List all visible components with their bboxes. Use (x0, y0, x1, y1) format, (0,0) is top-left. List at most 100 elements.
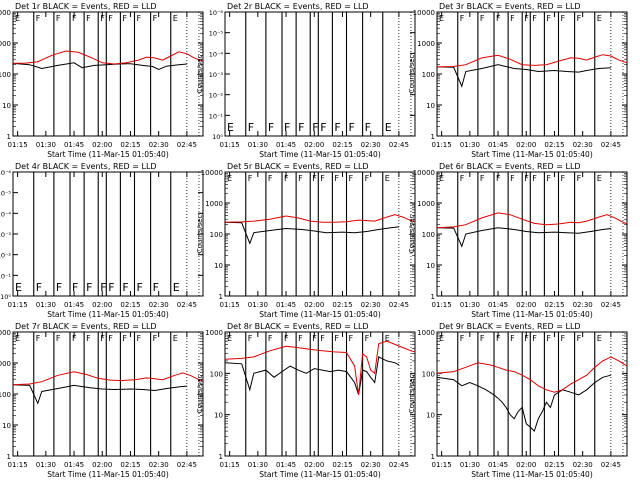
x-tick-label: 02:45 (177, 141, 197, 149)
x-tick-label: 02:15 (332, 141, 352, 149)
event-marker-label: F (284, 174, 289, 183)
x-tick-label: 01:45 (64, 301, 84, 309)
x-tick-label: 02:30 (573, 141, 593, 149)
event-marker-label: F (577, 334, 582, 343)
x-tick-label: 02:45 (601, 141, 621, 149)
x-tick-label: 02:30 (573, 301, 593, 309)
y-tick-label: 1000 (417, 40, 435, 48)
event-marker-label: F (532, 14, 537, 23)
event-marker-label: F (577, 14, 582, 23)
x-tick-label: 01:15 (432, 301, 452, 309)
y-tick-label: 1000 (0, 40, 11, 48)
event-marker-label: F (560, 174, 565, 183)
x-tick-label: 01:30 (460, 461, 480, 469)
event-marker-label: F (365, 174, 370, 183)
event-marker-label: F (100, 334, 105, 343)
x-tick-label: 01:30 (248, 141, 268, 149)
y-tick-label: 10⁰ (0, 293, 11, 301)
y-tick-label: 10⁻⁵ (209, 30, 224, 38)
x-tick-label: 02:00 (304, 301, 324, 309)
x-tick-label: 02:15 (120, 461, 140, 469)
x-axis-label: Start Time (11-Mar-15 01:05:40) (47, 150, 169, 159)
y-tick-label: 10⁻¹ (0, 272, 11, 280)
events-series-line (12, 62, 187, 71)
x-tick-label: 02:30 (149, 141, 169, 149)
x-tick-label: 01:45 (276, 141, 296, 149)
y-tick-label: 1 (431, 293, 435, 301)
x-tick-label: 02:45 (389, 141, 409, 149)
event-marker-label: F (560, 14, 565, 23)
x-tick-label: 01:15 (220, 301, 240, 309)
event-marker-label: E (385, 121, 392, 134)
event-marker-label: F (108, 281, 114, 294)
y-tick-label: 10 (214, 412, 223, 420)
y-tick-label: 10⁻³ (209, 71, 224, 79)
x-tick-label: 01:45 (488, 301, 508, 309)
lld-series-line (224, 340, 416, 395)
event-marker-label: F (136, 281, 142, 294)
event-marker-label: F (122, 281, 128, 294)
event-marker-label: F (153, 281, 159, 294)
x-tick-label: 02:30 (361, 461, 381, 469)
event-marker-label: F (298, 334, 303, 343)
event-marker-label: F (532, 174, 537, 183)
event-marker-label: E (385, 334, 390, 343)
events-series-line (224, 356, 400, 396)
event-marker-label: F (153, 14, 158, 23)
event-marker-label: F (546, 14, 551, 23)
y-tick-label: 1 (219, 293, 223, 301)
events-series-line (12, 384, 187, 405)
x-tick-label: 01:30 (460, 301, 480, 309)
event-marker-label: E (597, 174, 602, 183)
event-marker-label: F (136, 334, 141, 343)
event-marker-label: F (460, 174, 465, 183)
y-tick-label: 1 (431, 453, 435, 461)
y-tick-label: 10⁻⁴ (0, 210, 11, 218)
x-tick-label: 01:15 (220, 461, 240, 469)
panel-det-8: Det 8r BLACK = Events, RED = LLD 1 10 100 10… (196, 322, 416, 479)
events-series-line (436, 374, 612, 433)
panel-title: Det 4r BLACK = Events, RED = LLD (15, 162, 157, 171)
event-marker-label: F (320, 121, 326, 134)
y-tick-label: 10⁻⁶ (0, 169, 11, 177)
x-tick-label: 02:15 (332, 301, 352, 309)
event-marker-label: F (460, 14, 465, 23)
x-tick-label: 02:00 (92, 301, 112, 309)
x-tick-label: 02:30 (149, 301, 169, 309)
event-marker-label: E (227, 334, 232, 343)
panel-title: Det 2r BLACK = Events, RED = LLD (227, 2, 369, 11)
x-tick-label: 01:15 (220, 141, 240, 149)
x-axis-label: Start Time (11-Mar-15 01:05:40) (471, 150, 593, 159)
event-marker-label: F (312, 334, 317, 343)
event-marker-label: E (439, 334, 444, 343)
panel-det-9: Det 9r BLACK = Events, RED = LLD 1 10 100 10… (408, 322, 628, 479)
y-tick-label: 10 (426, 412, 435, 420)
event-marker-label: F (108, 334, 113, 343)
y-tick-label: 100 (422, 231, 435, 239)
y-tick-label: 10 (2, 422, 11, 430)
event-marker-label: F (108, 14, 113, 23)
event-marker-label: F (348, 174, 353, 183)
event-marker-label: F (334, 121, 340, 134)
x-tick-label: 02:00 (92, 141, 112, 149)
plot-frame (224, 11, 416, 137)
event-marker-label: F (284, 334, 289, 343)
y-tick-label: 1000 (417, 329, 435, 337)
x-tick-label: 02:15 (544, 141, 564, 149)
event-marker-label: E (173, 14, 178, 23)
x-tick-label: 01:30 (36, 141, 56, 149)
y-tick-label: 1 (7, 453, 11, 461)
y-tick-label: 10 (2, 102, 11, 110)
event-marker-label: F (334, 334, 339, 343)
y-tick-label: 1000 (205, 329, 223, 337)
panel-det-4: Det 4r BLACK = Events, RED = LLD 10⁰ 10⁻¹ 1… (0, 162, 204, 319)
event-marker-label: E (385, 174, 390, 183)
y-tick-label: 100 (210, 370, 223, 378)
x-tick-label: 01:15 (8, 461, 28, 469)
x-tick-label: 01:15 (8, 141, 28, 149)
event-marker-label: F (56, 281, 62, 294)
x-tick-label: 02:45 (389, 301, 409, 309)
x-axis-label: Start Time (11-Mar-15 01:05:40) (47, 470, 169, 479)
x-tick-label: 02:00 (304, 141, 324, 149)
